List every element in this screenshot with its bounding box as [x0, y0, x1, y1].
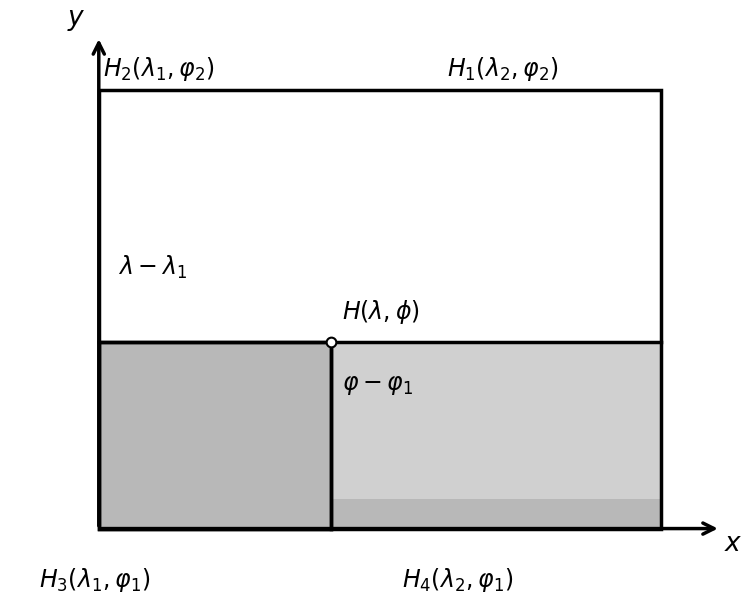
Text: $\lambda-\lambda_1$: $\lambda-\lambda_1$: [117, 254, 186, 281]
Text: $H_3\left(\lambda_1,\varphi_1\right)$: $H_3\left(\lambda_1,\varphi_1\right)$: [39, 565, 150, 593]
Text: $x$: $x$: [724, 531, 743, 556]
Text: $H_1\left(\lambda_2,\varphi_2\right)$: $H_1\left(\lambda_2,\varphi_2\right)$: [447, 55, 559, 83]
Bar: [99, 342, 331, 499]
Text: $H_2\left(\lambda_1,\varphi_2\right)$: $H_2\left(\lambda_1,\varphi_2\right)$: [102, 55, 214, 83]
Bar: [99, 342, 331, 528]
Bar: [99, 342, 661, 499]
Bar: [99, 91, 661, 528]
Bar: [99, 499, 661, 528]
Text: $\varphi-\varphi_1$: $\varphi-\varphi_1$: [342, 373, 414, 396]
Text: $y$: $y$: [67, 7, 86, 33]
Text: $H\left(\lambda,\phi\right)$: $H\left(\lambda,\phi\right)$: [342, 299, 420, 326]
Text: $H_4\left(\lambda_2,\varphi_1\right)$: $H_4\left(\lambda_2,\varphi_1\right)$: [402, 565, 514, 593]
